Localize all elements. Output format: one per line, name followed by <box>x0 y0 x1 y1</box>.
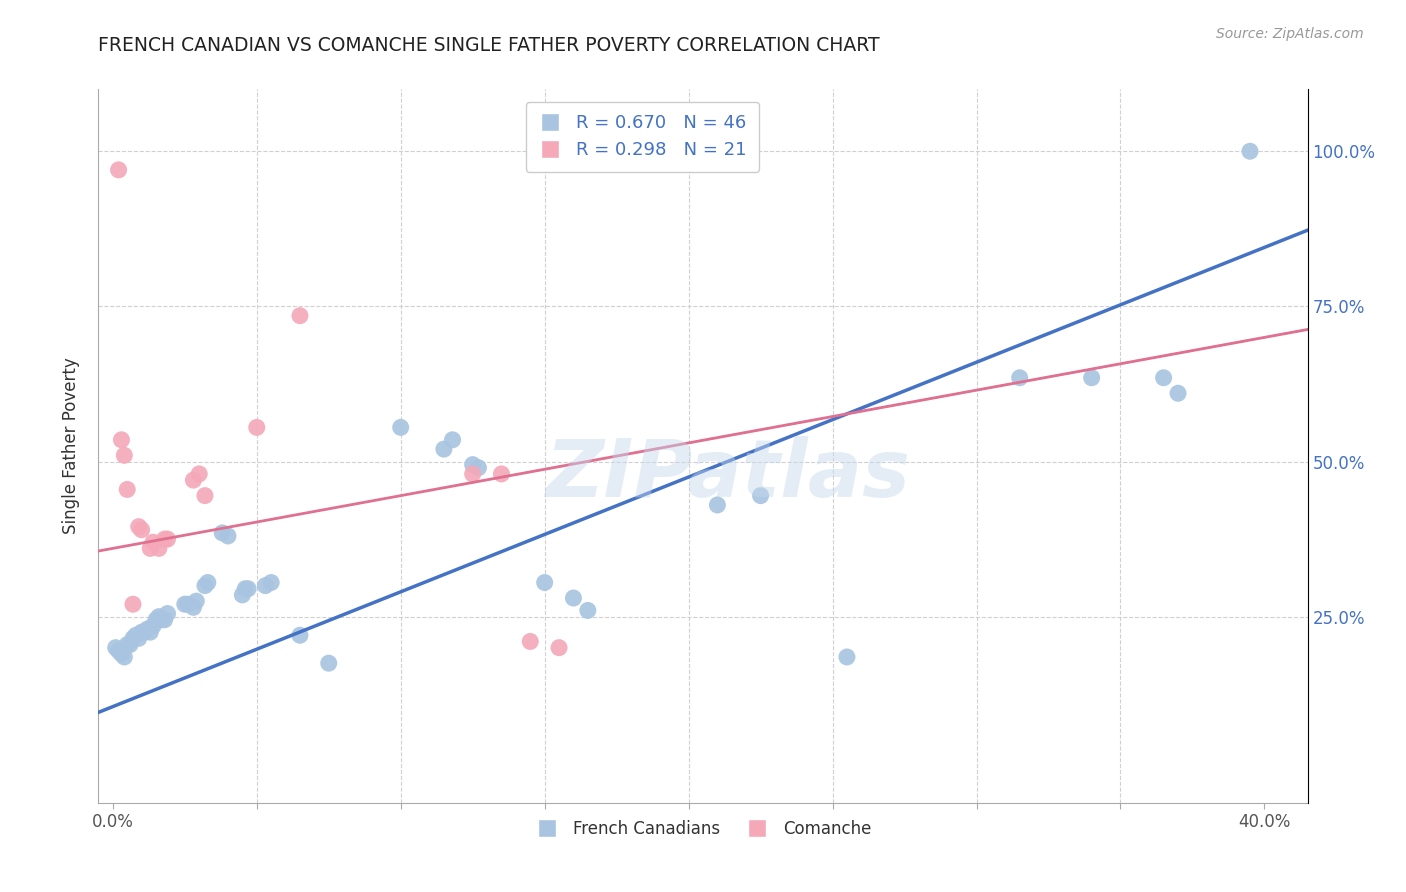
Point <box>461 467 484 481</box>
Point <box>288 628 311 642</box>
Point <box>139 625 162 640</box>
Point <box>467 460 489 475</box>
Point <box>246 420 269 434</box>
Point <box>156 607 179 621</box>
Point <box>706 498 728 512</box>
Y-axis label: Single Father Poverty: Single Father Poverty <box>62 358 80 534</box>
Point <box>128 519 150 533</box>
Point <box>156 532 179 546</box>
Point <box>533 575 555 590</box>
Point <box>433 442 456 456</box>
Point <box>562 591 585 605</box>
Text: ZIPatlas: ZIPatlas <box>544 435 910 514</box>
Point <box>136 622 159 636</box>
Point <box>186 594 208 608</box>
Point <box>153 613 176 627</box>
Point <box>139 541 162 556</box>
Point <box>148 541 170 556</box>
Point <box>1153 370 1175 384</box>
Point <box>749 489 772 503</box>
Text: FRENCH CANADIAN VS COMANCHE SINGLE FATHER POVERTY CORRELATION CHART: FRENCH CANADIAN VS COMANCHE SINGLE FATHE… <box>98 36 880 54</box>
Point <box>115 483 138 497</box>
Point <box>112 448 135 462</box>
Point <box>148 609 170 624</box>
Point <box>104 640 127 655</box>
Point <box>183 600 205 615</box>
Point <box>183 473 205 487</box>
Point <box>115 638 138 652</box>
Point <box>236 582 259 596</box>
Point <box>1167 386 1189 401</box>
Point <box>548 640 571 655</box>
Point <box>153 532 176 546</box>
Point <box>120 638 142 652</box>
Legend: French Canadians, Comanche: French Canadians, Comanche <box>527 814 879 845</box>
Point <box>519 634 541 648</box>
Point <box>231 588 253 602</box>
Point <box>134 625 156 640</box>
Point <box>128 632 150 646</box>
Point <box>110 433 132 447</box>
Point <box>150 613 173 627</box>
Point <box>176 597 198 611</box>
Point <box>260 575 283 590</box>
Point <box>131 523 153 537</box>
Point <box>107 162 129 177</box>
Point <box>188 467 211 481</box>
Point <box>233 582 256 596</box>
Point <box>145 613 167 627</box>
Point <box>318 656 340 670</box>
Point <box>173 597 195 611</box>
Text: Source: ZipAtlas.com: Source: ZipAtlas.com <box>1216 27 1364 41</box>
Point <box>1239 145 1261 159</box>
Point <box>197 575 219 590</box>
Point <box>461 458 484 472</box>
Point <box>576 603 599 617</box>
Point <box>131 625 153 640</box>
Point <box>142 619 165 633</box>
Point <box>441 433 464 447</box>
Point <box>288 309 311 323</box>
Point <box>835 650 858 665</box>
Point <box>107 644 129 658</box>
Point <box>194 489 217 503</box>
Point <box>122 597 145 611</box>
Point <box>142 535 165 549</box>
Point <box>491 467 513 481</box>
Point <box>254 579 277 593</box>
Point <box>1080 370 1102 384</box>
Point <box>122 632 145 646</box>
Point <box>211 525 233 540</box>
Point <box>194 579 217 593</box>
Point <box>389 420 412 434</box>
Point <box>125 628 148 642</box>
Point <box>110 647 132 661</box>
Point <box>112 650 135 665</box>
Point <box>1008 370 1031 384</box>
Point <box>217 529 239 543</box>
